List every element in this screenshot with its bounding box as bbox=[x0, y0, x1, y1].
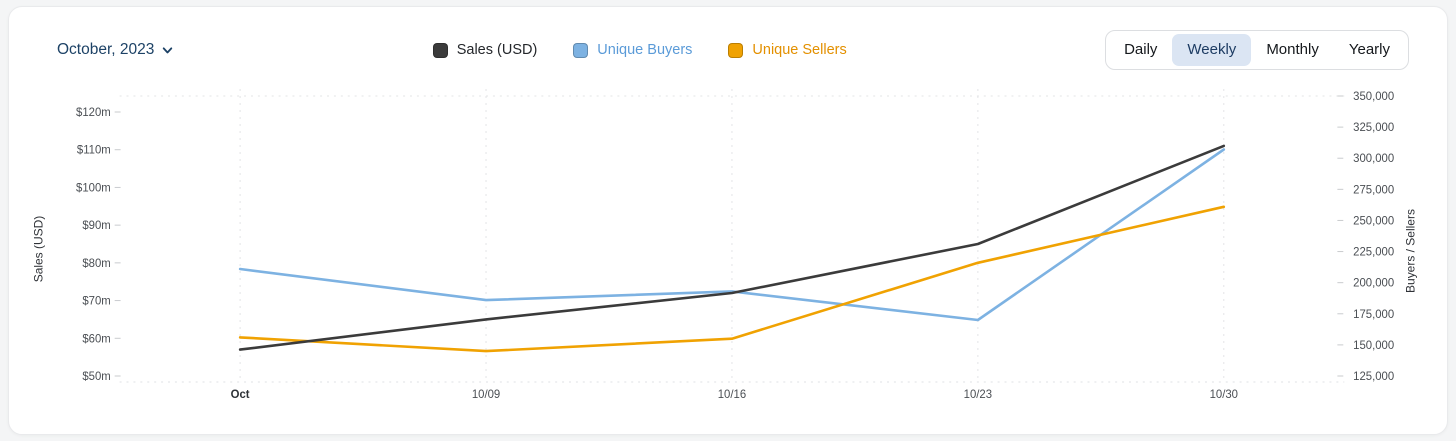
right-axis-tick-label: 200,000 bbox=[1353, 278, 1394, 290]
legend-item-sales[interactable]: Sales (USD) bbox=[432, 42, 538, 58]
x-axis-tick-label: 10/16 bbox=[718, 389, 746, 401]
x-axis-tick-label: 10/30 bbox=[1210, 389, 1238, 401]
right-axis-title: Buyers / Sellers bbox=[1403, 209, 1417, 293]
series-line-sales-usd bbox=[238, 144, 1226, 351]
x-axis-tick-label: Oct bbox=[231, 389, 250, 401]
left-axis-tick-label: $100m bbox=[76, 182, 111, 194]
legend-item-buyers[interactable]: Unique Buyers bbox=[573, 42, 692, 58]
right-axis-tick-label: 125,000 bbox=[1353, 371, 1394, 383]
right-axis-tick-label: 225,000 bbox=[1353, 246, 1394, 258]
right-axis-tick-label: 175,000 bbox=[1353, 309, 1394, 321]
tab-monthly[interactable]: Monthly bbox=[1266, 41, 1319, 58]
series-line-unique-buyers bbox=[238, 148, 1226, 322]
left-axis-tick-label: $120m bbox=[76, 107, 111, 119]
left-axis-tick-label: $110m bbox=[77, 145, 111, 157]
legend-label-buyers: Unique Buyers bbox=[597, 42, 693, 58]
sales-swatch bbox=[432, 42, 448, 58]
legend-item-sellers[interactable]: Unique Sellers bbox=[728, 42, 847, 58]
buyers-swatch bbox=[573, 42, 589, 58]
chevron-down-icon bbox=[161, 44, 174, 57]
left-axis-tick-label: $60m bbox=[82, 333, 110, 345]
right-axis-tick-label: 350,000 bbox=[1353, 91, 1394, 103]
x-axis-tick-label: 10/09 bbox=[472, 389, 500, 401]
right-axis-tick-label: 300,000 bbox=[1353, 153, 1394, 165]
right-axis-tick-label: 250,000 bbox=[1353, 215, 1394, 227]
x-axis-tick-label: 10/23 bbox=[964, 389, 992, 401]
sellers-swatch bbox=[728, 42, 744, 58]
left-axis-tick-label: $70m bbox=[82, 296, 110, 308]
left-axis-tick-label: $90m bbox=[82, 220, 110, 232]
legend-label-sellers: Unique Sellers bbox=[752, 42, 847, 58]
chart-area: $50m $60m $70m $80m $90m $100m $110m $120m 125,0… bbox=[9, 81, 1447, 411]
left-axis-tick-label: $80m bbox=[82, 258, 110, 270]
right-axis-tick-label: 150,000 bbox=[1353, 340, 1394, 352]
tab-weekly[interactable]: Weekly bbox=[1172, 34, 1252, 66]
tab-yearly[interactable]: Yearly bbox=[1348, 41, 1390, 58]
period-label: October, 2023 bbox=[57, 41, 155, 58]
left-axis-title: Sales (USD) bbox=[32, 216, 46, 283]
left-axis-tick-label: $50m bbox=[82, 371, 110, 383]
tab-daily[interactable]: Daily bbox=[1124, 41, 1158, 58]
series-line-unique-sellers bbox=[238, 205, 1226, 353]
sales-buyers-sellers-chart: $50m $60m $70m $80m $90m $100m $110m $120m 125,0… bbox=[32, 89, 1417, 401]
right-axis-tick-label: 325,000 bbox=[1353, 122, 1394, 134]
legend-label-sales: Sales (USD) bbox=[456, 42, 538, 58]
period-selector[interactable]: October, 2023 bbox=[57, 41, 174, 59]
chart-header: October, 2023 Sales (USD) Unique Buyers … bbox=[9, 7, 1447, 70]
right-axis-tick-label: 275,000 bbox=[1353, 184, 1394, 196]
chart-legend: Sales (USD) Unique Buyers Unique Sellers bbox=[432, 42, 847, 58]
range-tabs: Daily Weekly Monthly Yearly bbox=[1105, 30, 1409, 70]
analytics-card: October, 2023 Sales (USD) Unique Buyers … bbox=[8, 6, 1448, 435]
